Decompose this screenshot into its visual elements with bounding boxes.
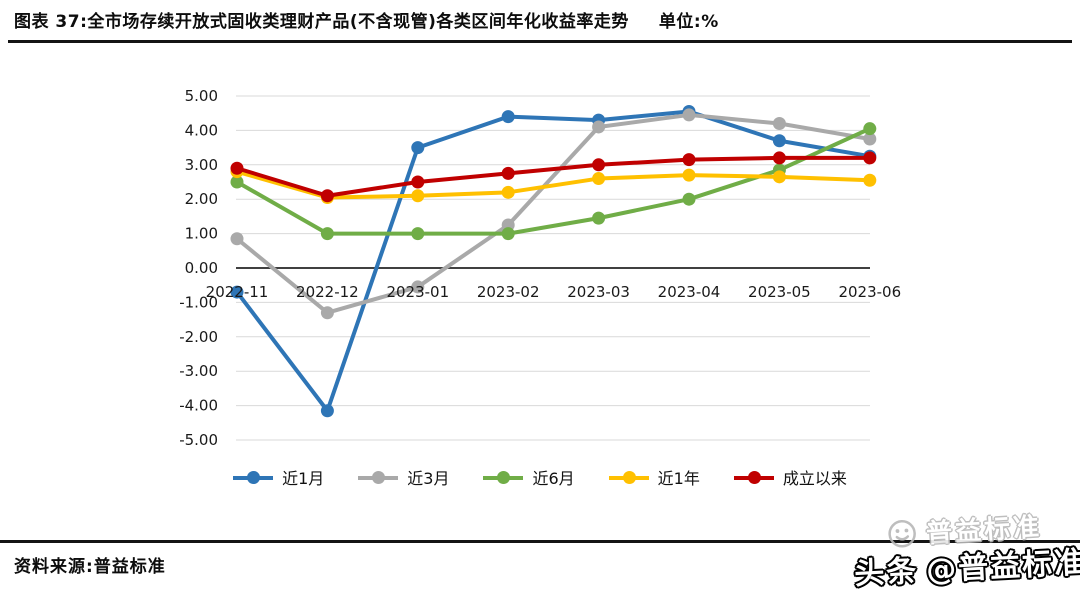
x-axis-tick-label: 2023-04 [658,283,721,301]
footer-divider [0,540,1080,543]
y-axis-tick-label: 3.00 [185,156,218,174]
y-axis-tick-label: -3.00 [179,362,218,380]
line-chart-canvas: -5.00 -4.00 -3.00 -2.00 -1.00 0.00 1.00 2.00 3.0… [179,87,901,449]
legend-item-近1月: 近1月 [233,465,324,489]
x-axis-tick-label: 2023-06 [838,283,901,301]
x-axis-tick-label: 2023-01 [386,283,449,301]
legend-label: 近1月 [282,469,325,488]
x-axis-tick-label: 2022-12 [296,283,359,301]
legend-marker-icon [733,470,774,484]
watermark-ghost: 普益标准 [885,506,1043,552]
legend-item-近3月: 近3月 [358,465,449,489]
figure-title-text: 图表 37:全市场存续开放式固收类理财产品(不含现管)各类区间年化收益率走势 [14,12,629,32]
legend-item-近6月: 近6月 [483,465,575,489]
legend-label: 近6月 [532,469,575,488]
legend-item-成立以来: 成立以来 [733,465,847,489]
legend-label: 近1年 [657,469,700,488]
y-axis-tick-label: 0.00 [185,259,218,277]
y-axis-tick-label: 4.00 [185,121,218,139]
y-axis-tick-label: 2.00 [185,190,218,208]
x-axis-tick-label: 2023-03 [567,283,630,301]
x-axis-tick-label: 2023-05 [748,283,811,301]
y-axis-tick-label: 5.00 [185,87,218,105]
legend-marker-icon [358,470,399,484]
unit-label: 单位:% [658,12,719,32]
watermark-platform: 头条 [853,553,920,593]
smiley-logo-icon [888,519,916,548]
chart-legend: 近1月 近3月 近6月 近1年 成立以来 [0,465,1080,489]
title-divider [8,40,1072,43]
y-axis-tick-label: -5.00 [179,431,218,449]
legend-marker-icon [233,470,274,484]
x-axis-tick-label: 2023-02 [477,283,540,301]
y-axis-tick-label: -4.00 [179,397,218,415]
y-axis-tick-label: -2.00 [179,328,218,346]
legend-label: 近3月 [407,469,450,488]
watermark-handle: @普益标准 [925,544,1080,589]
y-axis-tick-label: 1.00 [185,225,218,243]
figure-title: 图表 37:全市场存续开放式固收类理财产品(不含现管)各类区间年化收益率走势 单位… [14,7,1064,32]
data-source: 资料来源:普益标准 [14,557,166,577]
legend-label: 成立以来 [782,469,847,488]
legend-marker-icon [608,470,649,484]
legend-marker-icon [483,470,524,484]
y-axis-tick-label: -1.00 [179,293,218,311]
x-axis-tick-label: 2022-11 [206,283,269,301]
legend-item-近1年: 近1年 [608,465,700,489]
